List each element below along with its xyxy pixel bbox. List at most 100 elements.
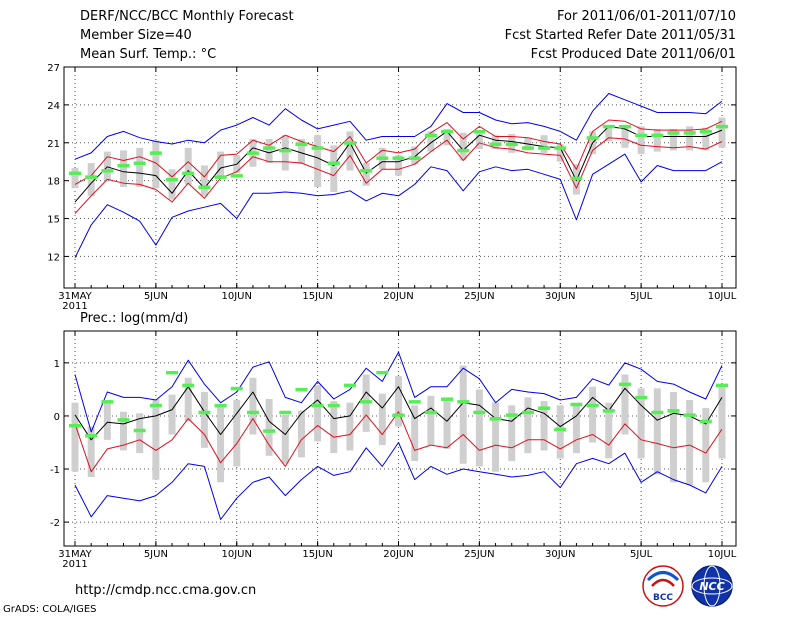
- x-tick-label: 10JUL: [708, 549, 737, 560]
- spread-box: [87, 426, 95, 477]
- spread-box: [200, 392, 208, 448]
- member-size: Member Size=40: [80, 28, 192, 43]
- series-line-max: [74, 93, 723, 160]
- y-tick-label: 27: [47, 63, 60, 74]
- spread-box: [136, 147, 144, 187]
- observed-marker: [246, 410, 259, 415]
- spread-box: [475, 389, 483, 467]
- spread-box: [217, 404, 225, 483]
- spread-box: [718, 386, 726, 459]
- observed-marker: [198, 185, 211, 189]
- observed-marker: [716, 124, 728, 129]
- observed-marker: [343, 383, 356, 388]
- observed-marker: [198, 410, 211, 415]
- observed-marker: [182, 383, 195, 388]
- bcc-logo-arc: [651, 578, 675, 587]
- forecast-start-date: Fcst Started Refer Date 2011/05/31: [504, 28, 736, 43]
- spread-box: [702, 407, 710, 483]
- spread-box: [314, 135, 322, 187]
- observed-marker: [69, 171, 81, 176]
- observed-marker: [618, 382, 631, 387]
- observed-marker: [586, 136, 599, 140]
- observed-marker: [602, 124, 615, 129]
- spread-box: [168, 394, 176, 435]
- spread-box: [71, 402, 79, 472]
- observed-marker: [586, 403, 599, 408]
- x-tick-label: 30JUN: [545, 291, 575, 302]
- spread-box: [136, 413, 144, 454]
- spread-box: [297, 138, 305, 165]
- observed-marker: [424, 410, 437, 415]
- observed-marker: [699, 129, 712, 134]
- series-line-lower: [74, 411, 723, 473]
- spread-box: [346, 131, 354, 171]
- x-tick-label: 25JUN: [464, 549, 494, 560]
- spread-box: [653, 388, 661, 475]
- observed-marker: [343, 141, 356, 145]
- y-tick-label: 24: [47, 101, 60, 112]
- observed-marker: [554, 146, 567, 150]
- spread-box: [378, 393, 386, 446]
- source-url[interactable]: http://cmdp.ncc.cma.gov.cn: [75, 583, 257, 598]
- spread-box: [184, 377, 192, 422]
- x-tick-label: 10JUN: [222, 291, 252, 302]
- observed-marker: [392, 413, 405, 417]
- x-tick-label: 10JUL: [708, 291, 737, 302]
- spread-box: [103, 400, 111, 440]
- series-line-lower: [74, 137, 723, 214]
- spread-box: [508, 405, 516, 462]
- x-tick-label: 31MAY: [58, 291, 92, 302]
- spread-box: [233, 400, 241, 467]
- spread-box: [459, 365, 467, 464]
- observed-marker: [473, 410, 486, 415]
- series-line-min: [74, 442, 723, 520]
- forecast-produced-date: Fcst Produced Date 2011/06/01: [530, 47, 736, 62]
- observed-marker: [635, 395, 648, 400]
- observed-marker: [166, 370, 179, 375]
- spread-box: [459, 132, 467, 161]
- observed-marker: [716, 383, 728, 388]
- observed-marker: [699, 419, 712, 424]
- spread-box: [411, 405, 419, 462]
- spread-box: [427, 131, 435, 152]
- spread-box: [297, 410, 305, 458]
- spread-box: [120, 150, 128, 187]
- observed-marker: [166, 177, 179, 182]
- spread-box: [621, 125, 629, 148]
- ncc-logo-text: NCC: [699, 580, 724, 593]
- spread-box: [427, 395, 435, 446]
- y-tick-label: 0: [54, 412, 60, 423]
- spread-box: [556, 144, 564, 162]
- observed-marker: [69, 423, 81, 428]
- x-tick-label: 5JUL: [630, 291, 653, 302]
- spread-box: [411, 146, 419, 165]
- observed-marker: [117, 418, 130, 422]
- spread-box: [281, 135, 289, 171]
- x-tick-year-label: 2011: [62, 559, 87, 570]
- spread-box: [346, 402, 354, 451]
- y-tick-label: 12: [47, 252, 60, 263]
- spread-box: [540, 135, 548, 153]
- series-line-max: [74, 351, 723, 433]
- temperature-label: Mean Surf. Temp.: °C: [80, 47, 217, 62]
- spread-box: [702, 127, 710, 151]
- observed-marker: [635, 133, 648, 138]
- spread-box: [443, 400, 451, 449]
- spread-box: [669, 128, 677, 151]
- x-tick-label: 20JUN: [383, 549, 413, 560]
- observed-marker: [133, 161, 146, 165]
- spread-box: [330, 145, 338, 193]
- observed-marker: [424, 133, 437, 138]
- spread-box: [524, 397, 532, 454]
- spread-box: [492, 135, 500, 150]
- observed-marker: [376, 370, 389, 375]
- spread-box: [686, 126, 694, 151]
- observed-marker: [521, 410, 534, 415]
- x-tick-label: 10JUN: [222, 549, 252, 560]
- y-tick-label: 18: [47, 177, 60, 188]
- spread-box: [653, 128, 661, 152]
- observed-marker: [311, 146, 324, 150]
- observed-marker: [570, 176, 583, 181]
